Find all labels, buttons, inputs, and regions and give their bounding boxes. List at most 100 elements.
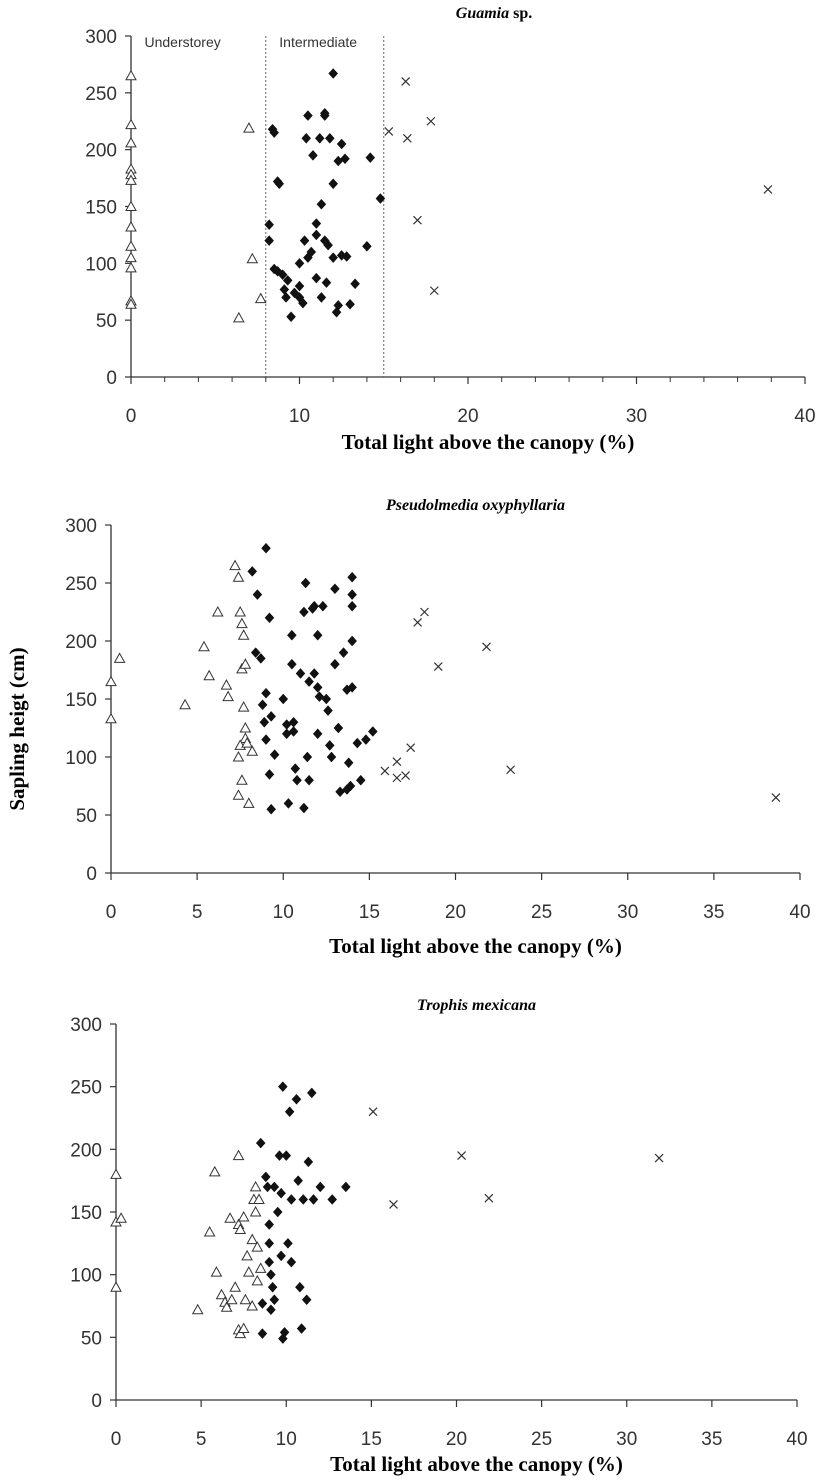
x-tick-label: 10	[276, 1429, 297, 1450]
diamond-point	[286, 1256, 297, 1268]
cross-stroke	[389, 1200, 398, 1209]
diamond-point	[296, 1323, 307, 1334]
diamond-point	[298, 1194, 309, 1205]
cross-point	[413, 618, 423, 627]
triangle-point	[232, 311, 245, 323]
diamond-point	[300, 577, 311, 589]
diamond-point	[323, 239, 333, 251]
diamond-point	[264, 1256, 275, 1268]
cross-point	[484, 1193, 494, 1203]
x-tick-label: 25	[531, 902, 552, 923]
diamond-point	[287, 658, 297, 670]
diamond-point	[286, 1194, 297, 1205]
diamond-point	[272, 1206, 283, 1218]
diamond-point	[347, 571, 357, 583]
diamond-point	[266, 803, 277, 815]
diamond-point	[274, 178, 285, 190]
diamond-point	[278, 1333, 288, 1344]
triangle-point	[246, 1233, 259, 1245]
diamond-point	[309, 668, 320, 679]
x-tick-label: 35	[703, 902, 724, 923]
triangle-point	[179, 698, 191, 710]
diamond-point	[266, 1304, 276, 1316]
cross-point	[457, 1151, 467, 1161]
diamond-point	[257, 1328, 268, 1339]
triangle-point	[215, 1288, 228, 1300]
cross-stroke	[402, 133, 412, 143]
triangle-point	[125, 261, 137, 273]
cross-point	[402, 133, 412, 143]
diamond-point	[318, 600, 328, 612]
cross-point	[389, 1200, 398, 1209]
triangle-point	[222, 690, 234, 702]
y-tick-label: 300	[85, 27, 117, 48]
diamond-point	[342, 784, 352, 795]
diamond-point	[343, 757, 354, 769]
triangle-point	[208, 1165, 221, 1177]
diamond-point	[261, 734, 271, 745]
x-tick-label: 40	[786, 1429, 807, 1450]
diamond-point	[269, 749, 280, 761]
diamond-point	[284, 1106, 295, 1118]
y-tick-label: 100	[70, 1266, 102, 1287]
diamond-point	[316, 292, 327, 303]
diamond-point	[262, 1181, 273, 1193]
x-tick-label: 20	[446, 1429, 467, 1450]
diamond-point	[264, 612, 275, 624]
triangle-point	[232, 789, 245, 800]
y-tick-label: 200	[70, 1140, 102, 1161]
chart-title-species: Pseudolmedia oxyphyllaria	[385, 497, 565, 514]
y-tick-label: 150	[70, 1203, 102, 1224]
cross-stroke	[457, 1151, 467, 1161]
triangle-point	[210, 1266, 223, 1277]
triangle-point	[249, 1205, 262, 1217]
cross-point	[654, 1153, 664, 1163]
diamond-point	[302, 751, 313, 763]
triangle-point	[115, 1212, 127, 1223]
diamond-point	[260, 1171, 271, 1183]
diamond-point	[276, 1187, 286, 1199]
diamond-point	[269, 1181, 280, 1193]
triangle-point	[203, 669, 216, 681]
triangle-point	[234, 1223, 247, 1235]
diamond-point	[362, 240, 372, 252]
diamond-point	[269, 127, 280, 138]
triangle-point	[125, 136, 137, 148]
diamond-point	[292, 774, 302, 786]
y-tick-label: 150	[65, 690, 97, 711]
cross-point	[433, 662, 443, 671]
cross-stroke	[368, 1107, 378, 1117]
triangle-point	[232, 750, 245, 762]
triangle-point	[237, 1322, 250, 1334]
diamond-point	[347, 589, 357, 600]
y-tick-label: 250	[65, 574, 97, 595]
triangle-point	[234, 1327, 247, 1339]
diamond-point	[264, 235, 275, 246]
diamond-point	[264, 769, 275, 780]
diamond-point	[276, 1250, 286, 1262]
diamond-point	[257, 1298, 268, 1309]
cross-stroke	[401, 771, 410, 780]
triangle-point	[198, 640, 210, 652]
cross-point	[392, 773, 402, 783]
diamond-point	[327, 1194, 338, 1205]
diamond-point	[278, 1081, 288, 1093]
diamond-point	[308, 149, 318, 161]
y-tick-label: 50	[76, 806, 97, 827]
cross-point	[392, 757, 402, 767]
triangle-point	[241, 737, 253, 748]
cross-point	[429, 286, 439, 296]
diamond-point	[303, 110, 313, 121]
diamond-point	[291, 1093, 302, 1105]
diamond-point	[340, 153, 350, 165]
diamond-point	[252, 589, 263, 600]
cross-point	[401, 771, 410, 780]
x-tick-label: 25	[531, 1429, 552, 1450]
diamond-point	[309, 600, 320, 612]
cross-stroke	[506, 765, 516, 775]
cross-stroke	[392, 773, 402, 783]
triangle-point	[125, 220, 137, 232]
triangle-point	[110, 1281, 122, 1292]
diamond-point	[345, 298, 355, 310]
triangle-point	[105, 675, 117, 687]
